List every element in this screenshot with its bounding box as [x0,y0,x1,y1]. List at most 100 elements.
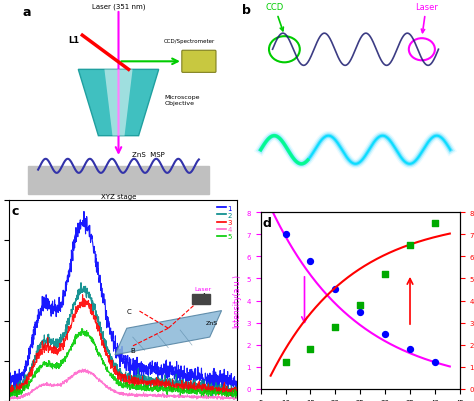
Line: 5: 5 [9,329,237,398]
2 [163,378,169,383]
Bar [28,166,209,194]
Text: C: C [127,308,132,314]
4 [7,394,12,399]
5 [184,388,190,393]
Text: Laser (351 nm): Laser (351 nm) [92,3,145,10]
Line: 2: 2 [9,283,237,397]
1 [234,382,240,387]
Point [332,286,339,293]
Point [431,220,438,227]
2 [99,330,105,335]
4 [30,389,36,393]
5 [107,371,113,376]
4 [80,367,85,371]
3 [189,388,194,393]
3 [164,386,169,391]
Text: Laser: Laser [194,286,211,292]
5 [7,392,12,397]
4 [163,393,169,398]
Point [307,258,314,264]
5 [233,395,238,400]
Polygon shape [78,70,159,136]
4 [184,395,190,399]
Point [331,324,339,330]
Text: CCD: CCD [265,3,284,32]
3 [7,390,12,395]
Text: a: a [22,6,30,19]
Line: 1: 1 [9,212,237,393]
Text: 4: 4 [381,72,387,81]
2 [184,381,190,385]
2 [234,388,240,393]
3 [234,388,240,393]
Text: XYZ stage: XYZ stage [101,194,136,200]
Line: 4: 4 [9,369,237,399]
3 [99,340,105,345]
Polygon shape [104,70,133,136]
1 [11,390,17,395]
Text: 3: 3 [350,72,356,81]
5 [188,387,194,392]
1 [7,373,12,377]
2 [188,381,194,386]
Text: Microscope
Objective: Microscope Objective [165,95,200,105]
3 [80,293,85,298]
Point [282,359,289,366]
1 [189,377,194,381]
4 [99,379,105,384]
Text: L1: L1 [69,36,80,45]
Text: CCD/Spectrometer: CCD/Spectrometer [164,39,215,44]
5 [163,385,169,390]
2 [7,383,12,388]
Y-axis label: Intensity(a.u.): Intensity(a.u.) [232,274,241,328]
2 [229,394,235,399]
Text: A: A [201,293,206,298]
Text: 5: 5 [419,72,425,81]
Text: 2: 2 [319,72,325,81]
Point [282,231,289,238]
Point [307,346,314,352]
Text: ZnS: ZnS [206,320,219,325]
Point [406,242,414,249]
1 [30,334,36,338]
3 [30,364,36,369]
Text: Laser: Laser [415,3,438,34]
1 [107,328,113,333]
1 [99,286,105,291]
5 [234,393,240,398]
Point [356,302,364,308]
Point [381,330,389,337]
Text: ZnS  MSP: ZnS MSP [132,152,165,157]
Point [356,309,364,315]
5 [99,357,105,362]
Text: 1: 1 [289,72,294,81]
3 [7,394,13,399]
Legend: 1, 2, 3, 4, 5: 1, 2, 3, 4, 5 [216,204,234,241]
5 [30,375,36,380]
Point [431,359,438,366]
Line: 3: 3 [9,295,237,396]
FancyBboxPatch shape [182,51,216,73]
2 [107,359,113,364]
1 [164,368,169,373]
Polygon shape [115,311,221,355]
1 [81,209,87,214]
Bar [192,294,210,305]
4 [234,396,240,401]
Text: c: c [12,205,19,217]
4 [188,396,194,401]
5 [79,326,85,331]
4 [107,387,113,391]
3 [107,362,113,367]
Text: b: b [242,4,251,17]
Text: B: B [130,347,135,353]
Point [381,271,389,277]
Text: 10 μm: 10 μm [419,76,444,85]
Text: d: d [263,216,272,229]
Point [406,346,414,352]
2 [30,360,36,365]
3 [184,386,190,391]
1 [184,370,190,375]
2 [78,281,84,286]
4 [231,397,237,401]
